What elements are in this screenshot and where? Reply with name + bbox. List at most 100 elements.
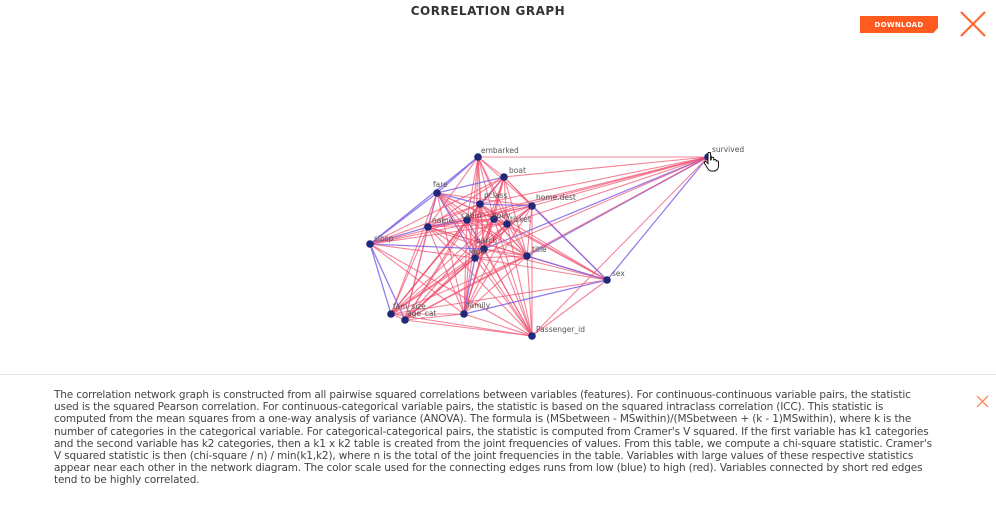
graph-edge-sibsp-passenger_id — [369, 243, 533, 337]
graph-node-label-age: age — [471, 247, 485, 256]
info-panel: The correlation network graph is constru… — [0, 374, 996, 528]
graph-edge-sibsp-fam_size — [369, 243, 392, 315]
graph-edge-title-fam_size — [390, 255, 528, 315]
graph-edge-title-age — [474, 255, 528, 259]
graph-node-label-cabin: cabin — [461, 211, 482, 220]
graph-edge-name-fam_size — [390, 226, 429, 315]
graph-edge-title-age_cat — [404, 255, 528, 321]
graph-edge-boat-ticket — [503, 176, 508, 225]
graph-edge-embarked-name — [427, 156, 479, 228]
graph-edge-cabin-sibsp — [369, 219, 468, 245]
graph-edge-home_dest-family — [463, 205, 533, 315]
graph-node-parch[interactable] — [480, 245, 488, 253]
graph-edge-home_dest-body — [493, 205, 533, 220]
graph-edge-boat-title — [503, 176, 528, 257]
graph-edge-pclass-home_dest — [479, 203, 533, 207]
graph-node-fare[interactable] — [433, 189, 441, 197]
graph-edge-parch-title — [483, 248, 528, 257]
graph-edge-survived-cabin — [466, 156, 709, 221]
graph-node-label-fare: fare — [433, 180, 448, 189]
graph-edge-survived-passenger_id — [531, 156, 709, 337]
graph-edge-cabin-body — [466, 218, 495, 221]
graph-edge-parch-family — [463, 248, 485, 315]
graph-node-name[interactable] — [424, 223, 432, 231]
graph-node-fam_size[interactable] — [387, 310, 395, 318]
graph-edge-age-age_cat — [404, 257, 476, 321]
graph-node-label-name: name — [432, 216, 454, 225]
graph-node-label-home_dest: home.dest — [536, 193, 576, 202]
graph-node-label-sibsp: sibsp — [374, 234, 394, 243]
graph-node-cabin[interactable] — [463, 216, 471, 224]
graph-node-label-pclass: pclass — [484, 191, 507, 200]
graph-node-label-passenger_id: Passenger_id — [536, 325, 585, 334]
graph-node-label-age_cat: age_cat — [407, 309, 436, 318]
graph-edge-body-sibsp — [369, 218, 495, 245]
graph-edge-sex-fam_size — [390, 279, 608, 315]
graph-node-home_dest[interactable] — [528, 202, 536, 210]
graph-edge-home_dest-sex — [531, 205, 608, 281]
graph-node-age[interactable] — [471, 254, 479, 262]
correlation-network-graph[interactable]: embarked survived boat fare pclass home.dest n… — [0, 40, 996, 370]
graph-edge-boat-fare — [436, 176, 505, 194]
graph-node-label-family: family — [467, 301, 491, 310]
graph-edge-pclass-name — [427, 203, 481, 228]
graph-edge-fare-home_dest — [436, 192, 533, 207]
graph-edge-sibsp-age — [369, 243, 476, 259]
graph-node-label-fam_size: fam_size — [393, 302, 426, 311]
graph-node-sibsp[interactable] — [366, 240, 374, 248]
graph-edge-home_dest-title — [526, 205, 533, 257]
graph-node-label-ticket: ticket — [510, 215, 531, 224]
graph-edge-sibsp-family — [369, 243, 465, 315]
close-icon[interactable] — [976, 395, 989, 408]
graph-edge-home_dest-cabin — [466, 205, 533, 221]
graph-node-sex[interactable] — [603, 276, 611, 284]
graph-edge-sex-passenger_id — [531, 279, 608, 337]
graph-edge-body-age_cat — [404, 218, 495, 321]
graph-node-passenger_id[interactable] — [528, 332, 536, 340]
graph-edge-fare-fam_size — [390, 192, 438, 315]
graph-edge-fare-cabin — [436, 192, 468, 221]
graph-node-embarked[interactable] — [474, 153, 482, 161]
graph-node-label-survived: survived — [712, 145, 744, 154]
graph-edge-age_cat-passenger_id — [404, 319, 533, 337]
graph-edge-fam_size-passenger_id — [390, 313, 533, 337]
download-button[interactable]: DOWNLOAD — [860, 16, 938, 33]
graph-node-body[interactable] — [490, 215, 498, 223]
page-title: CORRELATION GRAPH — [410, 4, 566, 18]
graph-edge-age_cat-family — [404, 313, 465, 321]
graph-edge-ticket-title — [506, 223, 528, 257]
graph-edge-body-fam_size — [390, 218, 495, 315]
graph-node-ticket[interactable] — [503, 220, 511, 228]
graph-nodes: embarked survived boat fare pclass home.dest n… — [366, 145, 744, 340]
graph-node-label-boat: boat — [509, 166, 526, 175]
graph-edge-sex-age — [474, 257, 608, 281]
graph-node-pclass[interactable] — [476, 200, 484, 208]
graph-node-boat[interactable] — [500, 173, 508, 181]
hand-cursor-icon — [703, 152, 719, 172]
graph-edge-ticket-sibsp — [369, 223, 508, 245]
graph-node-label-embarked: embarked — [481, 146, 519, 155]
info-description: The correlation network graph is constru… — [54, 389, 932, 487]
graph-edge-fare-passenger_id — [436, 192, 533, 337]
graph-edge-parch-sex — [483, 248, 608, 281]
graph-edge-embarked-body — [477, 156, 495, 220]
graph-edge-boat-sibsp — [369, 176, 505, 245]
graph-node-label-parch: parch — [476, 236, 497, 245]
graph-node-label-sex: sex — [612, 269, 625, 278]
graph-edge-survived-sex — [606, 156, 709, 281]
graph-node-age_cat[interactable] — [401, 316, 409, 324]
close-icon[interactable] — [958, 9, 988, 39]
graph-node-title[interactable] — [523, 252, 531, 260]
graph-edge-title-family — [463, 255, 528, 315]
graph-edge-sibsp-age_cat — [369, 243, 406, 321]
graph-edge-ticket-family — [463, 223, 508, 315]
graph-edge-family-passenger_id — [463, 313, 533, 337]
graph-edge-survived-boat — [503, 156, 709, 178]
graph-edge-title-passenger_id — [526, 255, 533, 337]
graph-edge-pclass-passenger_id — [479, 203, 533, 337]
graph-edge-parch-passenger_id — [483, 248, 533, 337]
graph-node-family[interactable] — [460, 310, 468, 318]
graph-edge-pclass-sibsp — [369, 203, 481, 245]
graph-edge-survived-pclass — [479, 156, 709, 205]
graph-edge-ticket-passenger_id — [506, 223, 533, 337]
